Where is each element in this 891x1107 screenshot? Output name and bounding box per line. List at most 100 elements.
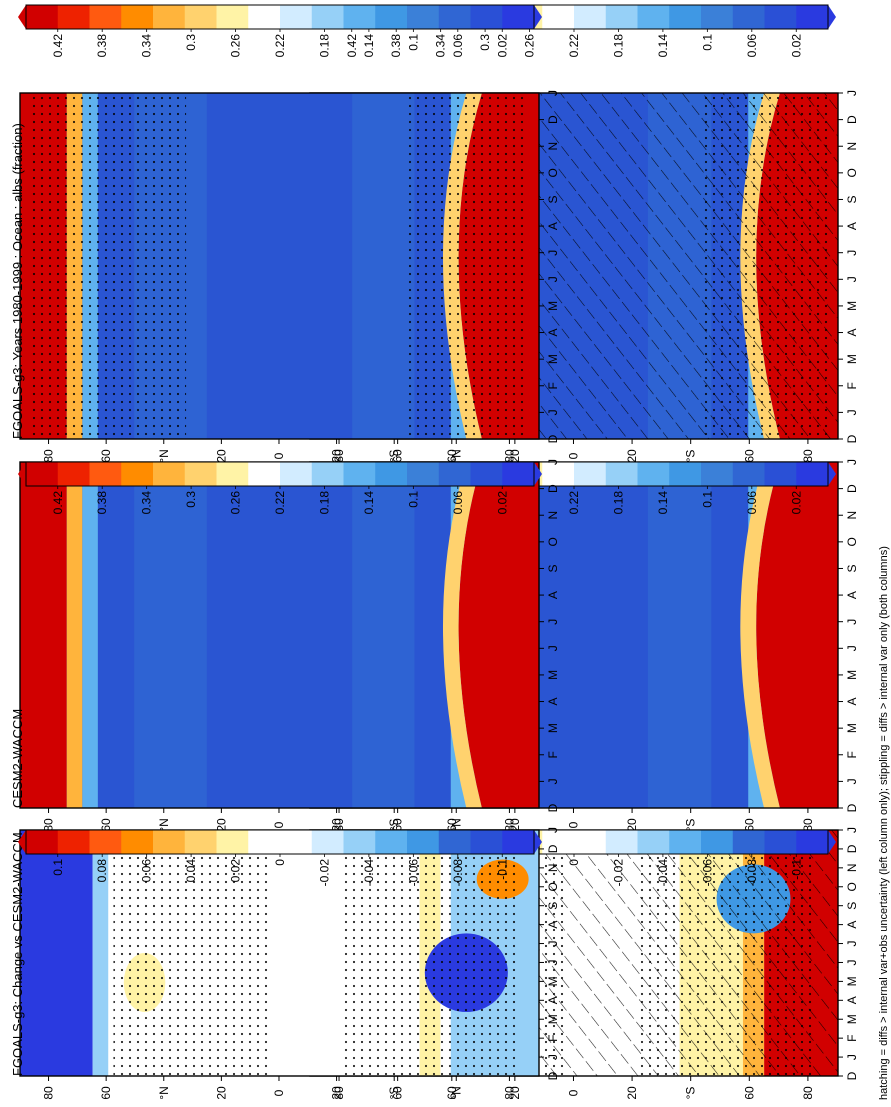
lat-tick-label: 0 (566, 1089, 580, 1096)
colorbar-label: 0.06 (745, 491, 759, 515)
lat-tick-label: 20 (625, 1086, 639, 1100)
lat-tick-label: 80 (42, 818, 56, 832)
lat-tick-label: 0 (566, 452, 580, 459)
colorbar-swatch (121, 830, 154, 854)
lat-tick-label: 20 (330, 818, 344, 832)
colorbar-swatch (701, 5, 734, 29)
month-tick-label: O (845, 168, 859, 177)
colorbar-swatch (375, 5, 408, 29)
month-tick-label: N (546, 864, 560, 873)
month-tick-label: J (845, 941, 859, 947)
colorbar-label: 0.42 (51, 34, 65, 58)
colorbar-swatch (796, 830, 829, 854)
month-tick-label: M (546, 976, 560, 986)
month-tick-label: J (845, 827, 859, 833)
lat-tick-label: 60 (99, 449, 113, 463)
month-tick-label: D (546, 844, 560, 853)
colorbar-end (534, 5, 542, 29)
lat-tick-label: 0 (272, 1089, 286, 1096)
stippling (404, 93, 529, 439)
month-tick-label: A (546, 222, 560, 230)
month-tick-label: O (546, 537, 560, 546)
colorbar-label: 0.18 (317, 34, 331, 58)
band-s-trans (82, 462, 98, 808)
stippling (341, 830, 519, 1076)
colorbar-swatch (470, 830, 503, 854)
band-south-sub (134, 462, 207, 808)
month-tick-label: J (845, 409, 859, 415)
month-tick-label: A (546, 698, 560, 706)
colorbar-swatch (407, 5, 440, 29)
colorbar-label: 0.34 (140, 34, 154, 58)
lat-tick-label: 60 (99, 818, 113, 832)
band-south-polar (20, 462, 67, 808)
lat-tick-label: 20 (508, 1086, 522, 1100)
stippling (700, 93, 828, 439)
lat-tick-label: 80 (42, 449, 56, 463)
colorbar-label: -0.1 (789, 859, 803, 880)
month-tick-label: O (845, 537, 859, 546)
colorbar-swatch (26, 462, 59, 486)
colorbar-end (828, 462, 836, 486)
lat-tick-label: 60 (391, 449, 405, 463)
lat-tick-label: 20 (214, 449, 228, 463)
month-tick-label: D (546, 434, 560, 443)
panel-4: 80 60 °N 20 0 20 °S 60 80DJFMAMJJASONDJCESM2-WAC… (10, 459, 560, 832)
colorbar-swatch (502, 462, 535, 486)
colorbar-swatch (637, 462, 670, 486)
month-tick-label: M (845, 1014, 859, 1024)
colorbar-label: 0.1 (700, 491, 714, 508)
lat-tick-label: 80 (502, 449, 516, 463)
colorbar-swatch (184, 830, 217, 854)
month-tick-label: J (546, 409, 560, 415)
colorbar-label: 0.26 (523, 34, 537, 58)
colorbar-label: 0.26 (229, 491, 243, 515)
month-tick-label: A (845, 921, 859, 929)
colorbar-swatch (280, 5, 313, 29)
colorbar-swatch (542, 830, 575, 854)
lat-tick-label: °S (684, 450, 698, 463)
map-frame (19, 92, 540, 440)
colorbar-label: 0.18 (611, 491, 625, 515)
colorbar-label: 0.06 (451, 491, 465, 515)
colorbar-label: 0.02 (789, 491, 803, 515)
colorbar-label: 0.18 (317, 491, 331, 515)
month-tick-label: D (845, 1071, 859, 1080)
colorbar-end (18, 5, 26, 29)
colorbar-label: 0.08 (95, 859, 109, 883)
month-tick-label: O (845, 882, 859, 891)
month-tick-label: F (845, 382, 859, 389)
lat-tick-label: 60 (742, 818, 756, 832)
colorbar-label: 0.06 (451, 34, 465, 58)
colorbar-label: 0.1 (51, 859, 65, 876)
colorbar-swatch (542, 462, 575, 486)
band-south-neg (20, 830, 93, 1076)
colorbar-label: 0.38 (95, 34, 109, 58)
month-tick-label: M (546, 1014, 560, 1024)
colorbar-label: 0.02 (229, 859, 243, 883)
colorbar-swatch (57, 462, 90, 486)
colorbar-swatch (438, 5, 471, 29)
colorbar-label: 0.3 (184, 34, 198, 51)
colorbar-end (534, 462, 542, 486)
month-tick-label: S (546, 564, 560, 572)
colorbar-swatch (796, 5, 829, 29)
month-tick-label: S (845, 902, 859, 910)
colorbar-swatch (248, 830, 281, 854)
colorbar-swatch (89, 5, 122, 29)
month-tick-label: A (845, 591, 859, 599)
colorbar-swatch (121, 462, 154, 486)
lat-tick-label: °S (684, 1087, 698, 1100)
lat-tick-label: °N (157, 818, 171, 831)
colorbar-swatch (574, 830, 607, 854)
month-tick-label: N (845, 142, 859, 151)
colorbar-swatch (280, 830, 313, 854)
colorbar-swatch (764, 5, 797, 29)
colorbar-label: 0.38 (95, 491, 109, 515)
colorbar-label: -0.04 (656, 859, 670, 887)
lat-tick-label: 20 (214, 1086, 228, 1100)
lat-tick-label: °S (684, 819, 698, 832)
lat-tick-label: 80 (502, 818, 516, 832)
band-north-sub (352, 462, 415, 808)
